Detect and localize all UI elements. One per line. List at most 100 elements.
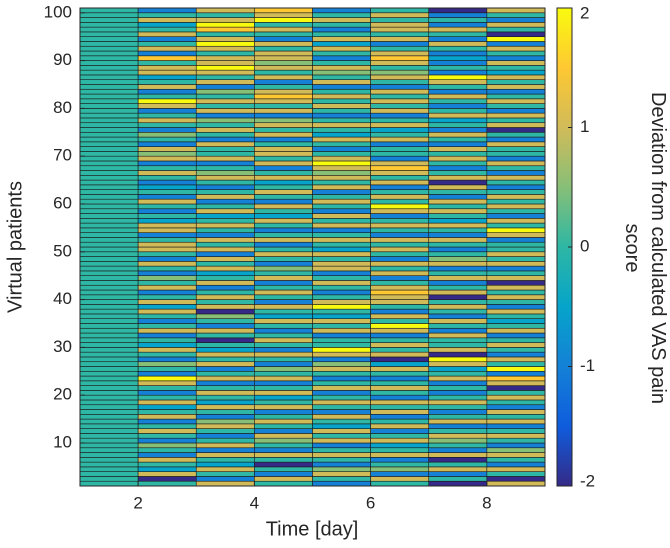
heatmap-cell [137,433,197,439]
heatmap-cell [195,194,255,200]
heatmap-cell [370,251,430,257]
heatmap-cell [195,289,255,296]
heatmap-cell [79,175,139,181]
heatmap-cell [428,232,488,238]
heatmap-cell [312,41,371,47]
heatmap-cell [428,442,488,449]
heatmap-cell [195,12,255,18]
heatmap-cell [79,476,139,482]
heatmap-cell [195,270,255,276]
heatmap-cell [312,45,371,52]
heatmap-cell [486,237,546,243]
heatmap-cell [254,50,313,57]
heatmap-cell [137,447,197,453]
heatmap-cell [79,361,139,367]
heatmap-cell [486,208,546,214]
heatmap-cell [254,265,313,272]
heatmap-cell [254,423,313,429]
heatmap-cell [195,227,255,233]
heatmap-cell [79,457,139,463]
heatmap-cell [195,175,255,181]
heatmap-cell [486,122,546,128]
heatmap-cell [254,79,313,85]
heatmap-cell [370,246,430,253]
heatmap-cell [79,370,139,377]
heatmap-cell [486,304,546,310]
heatmap-cell [79,50,139,57]
heatmap-cell [137,323,197,329]
heatmap-cell [370,366,430,372]
y-axis-title: Virtual patients [4,181,26,313]
heatmap-cell [195,65,255,71]
heatmap-cell [254,151,313,157]
heatmap-cell [254,179,313,186]
heatmap-cell [79,227,139,233]
colorbar-tick-label: 1 [580,117,589,136]
heatmap-cell [428,60,488,66]
heatmap-cell [312,471,371,477]
heatmap-cell [254,84,313,90]
heatmap-cell [428,433,488,439]
heatmap-cell [486,45,546,52]
heatmap-cell [195,170,255,176]
heatmap-cell [370,270,430,276]
heatmap-cell [79,299,139,305]
heatmap-cell [486,108,546,114]
heatmap-cell [486,476,546,482]
heatmap-cell [428,351,488,358]
heatmap-cell [370,313,430,320]
heatmap-cell [312,299,371,305]
heatmap-cell [254,55,313,61]
heatmap-cell [79,17,139,23]
heatmap-cell [370,299,430,305]
heatmap-cell [312,370,371,377]
heatmap-cell [428,112,488,119]
heatmap-cell [486,351,546,358]
heatmap-cell [486,323,546,329]
heatmap-cell [79,88,139,95]
heatmap-cell [370,380,430,386]
heatmap-cell [195,413,255,420]
heatmap-cell [486,342,546,348]
heatmap-cell [312,256,371,262]
heatmap-cell [254,413,313,420]
heatmap-cell [428,88,488,95]
heatmap-cell [137,12,197,18]
heatmap-cell [486,423,546,429]
heatmap-cell [370,165,430,171]
heatmap-cell [137,170,197,176]
heatmap-cell [195,480,255,487]
heatmap-cell [312,203,371,210]
heatmap-cell [137,103,197,109]
heatmap-cell [195,179,255,186]
heatmap-cell [428,155,488,162]
heatmap-cell [254,327,313,334]
heatmap-cell [370,461,430,468]
heatmap-cell [254,222,313,229]
heatmap-cell [486,93,546,100]
heatmap-cell [254,12,313,18]
heatmap-cell [254,251,313,257]
heatmap-cell [79,409,139,415]
heatmap-cell [195,323,255,329]
heatmap-cell [254,103,313,109]
heatmap-cell [312,84,371,90]
y-tick-label: 70 [53,146,72,165]
heatmap-cell [195,299,255,305]
heatmap-cell [195,26,255,33]
heatmap-cell [370,375,430,382]
heatmap-cell [428,65,488,71]
heatmap-cell [195,31,255,37]
heatmap-cell [370,60,430,66]
colorbar-tick-label: -2 [580,471,595,490]
heatmap-cell [195,471,255,477]
heatmap-cell [254,108,313,114]
heatmap-cell [312,409,371,415]
heatmap-cell [428,12,488,18]
heatmap-cell [137,65,197,71]
heatmap-cell [195,361,255,367]
x-tick-label: 4 [250,493,259,512]
heatmap-cell [195,222,255,229]
heatmap-cell [370,93,430,100]
heatmap-cell [79,261,139,267]
